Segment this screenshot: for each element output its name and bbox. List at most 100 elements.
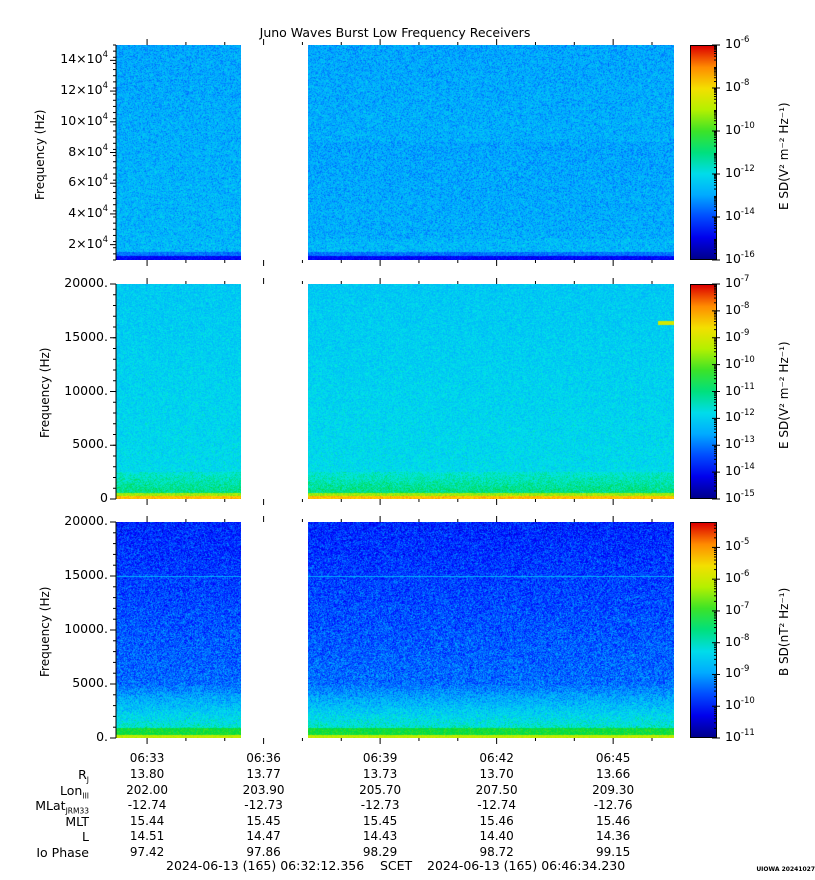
data-gap <box>241 284 308 499</box>
y-tick-label: 0. <box>96 729 108 744</box>
ephemeris-value: 202.00 <box>126 782 169 797</box>
y-tick-label: 12×104 <box>60 81 108 98</box>
institution-stamp: UIOWA 20241027 <box>756 866 815 873</box>
ephemeris-value: 14.36 <box>595 829 631 843</box>
ephemeris-value: -12.74 <box>477 798 516 812</box>
y-tick-label: 10000. <box>64 382 108 398</box>
ephemeris-value: -12.76 <box>593 798 633 812</box>
scet-label: SCET <box>380 858 413 873</box>
spectrogram-low-b <box>116 522 674 738</box>
ephemeris-value: 14.51 <box>129 829 165 843</box>
colorbar-tick-label: 10-10 <box>725 354 755 371</box>
colorbar <box>690 45 717 260</box>
ephemeris-value: 205.70 <box>359 782 402 797</box>
colorbar-tick-label: 10-12 <box>725 408 755 425</box>
colorbar-tick-label: 10-5 <box>725 537 750 554</box>
colorbar-tick-label: 10-14 <box>725 462 755 479</box>
ephemeris-value: 13.66 <box>595 767 631 781</box>
y-tick-label: 20000. <box>64 275 108 290</box>
colorbar-tick-label: 10-12 <box>725 164 755 181</box>
colorbar-label: B SD(nT² Hz⁻¹) <box>777 587 791 676</box>
colorbar-tick-label: 10-11 <box>725 728 755 745</box>
ephemeris-label: MLatJRM33 <box>35 798 89 816</box>
ephemeris-value: 99.15 <box>595 844 631 859</box>
data-gap <box>241 45 308 260</box>
y-tick-label: 10×104 <box>60 111 108 128</box>
ephemeris-value: 15.46 <box>595 813 631 828</box>
colorbar-label: E SD(V² m⁻² Hz⁻¹) <box>777 102 791 210</box>
y-tick-label: 10000. <box>64 621 108 636</box>
y-tick-label: 14×104 <box>60 50 108 67</box>
colorbar-tick-label: 10-13 <box>725 435 755 452</box>
scet-end: 2024-06-13 (165) 06:46:34.230 <box>427 858 626 873</box>
time-label: 06:33 <box>129 751 165 765</box>
ephemeris-label: RJ <box>78 767 89 785</box>
ephemeris-value: 97.42 <box>129 844 165 859</box>
y-tick-label: 5000. <box>72 675 108 690</box>
scet-start: 2024-06-13 (165) 06:32:12.356 <box>166 858 365 873</box>
ephemeris-value: 209.30 <box>592 782 635 797</box>
ephemeris-value: 15.45 <box>362 813 398 828</box>
ephemeris-value: 15.46 <box>479 813 514 828</box>
y-tick-label: 0 <box>100 490 108 505</box>
ephemeris-label: LonIII <box>60 782 89 801</box>
colorbar-tick-label: 10-6 <box>725 569 750 586</box>
colorbar-tick-label: 10-16 <box>725 250 755 267</box>
colorbar-tick-label: 10-7 <box>725 600 750 618</box>
time-label: 06:42 <box>479 751 514 765</box>
ephemeris-value: 15.44 <box>129 813 165 828</box>
colorbar-tick-label: 10-11 <box>725 381 755 398</box>
ephemeris-value: 14.43 <box>362 829 398 843</box>
time-label: 06:36 <box>246 751 281 765</box>
colorbar-label: E SD(V² m⁻² Hz⁻¹) <box>777 341 791 449</box>
ephemeris-value: 13.73 <box>362 767 398 781</box>
ephemeris-value: 14.40 <box>479 829 514 843</box>
ephemeris-label: Io Phase <box>36 844 89 860</box>
y-axis-label: Frequency (Hz) <box>38 586 52 678</box>
colorbar-tick-label: 10-6 <box>725 35 750 52</box>
colorbar-tick-label: 10-15 <box>725 489 755 506</box>
y-axis-label: Frequency (Hz) <box>38 347 52 439</box>
ephemeris-value: -12.74 <box>127 798 167 812</box>
colorbar-tick-label: 10-8 <box>725 632 750 649</box>
colorbar-tick-label: 10-8 <box>725 78 750 95</box>
y-tick-label: 4×104 <box>68 203 108 221</box>
ephemeris-value: 15.45 <box>246 813 281 828</box>
colorbar-tick-label: 10-7 <box>725 274 750 291</box>
data-gap <box>241 522 308 738</box>
ephemeris-value: 203.90 <box>242 782 285 797</box>
ephemeris-value: 97.86 <box>246 844 281 859</box>
colorbar-tick-label: 10-14 <box>725 207 755 224</box>
y-tick-label: 5000. <box>72 436 108 452</box>
y-tick-label: 20000. <box>64 513 108 528</box>
colorbar <box>690 522 717 738</box>
colorbar-tick-label: 10-10 <box>725 696 755 713</box>
ephemeris-value: 13.70 <box>479 767 514 781</box>
colorbar-tick-label: 10-8 <box>725 300 750 318</box>
ephemeris-label: MLT <box>65 813 89 829</box>
spectrogram-low-e <box>116 284 674 499</box>
y-tick-label: 8×104 <box>68 142 108 159</box>
y-tick-label: 15000. <box>64 567 108 582</box>
ephemeris-value: 98.72 <box>479 844 514 859</box>
ephemeris-value: 98.29 <box>362 844 398 859</box>
chart-title: Juno Waves Burst Low Frequency Receivers <box>259 25 531 40</box>
ephemeris-value: 14.47 <box>246 829 281 843</box>
colorbar <box>690 284 717 499</box>
colorbar-tick-label: 10-9 <box>725 664 750 681</box>
time-label: 06:45 <box>595 751 631 765</box>
y-axis-label: Frequency (Hz) <box>33 109 47 201</box>
ephemeris-value: -12.73 <box>244 798 283 812</box>
y-tick-label: 2×104 <box>68 234 108 251</box>
spectrogram-high-e <box>116 45 674 260</box>
colorbar-tick-label: 10-10 <box>725 121 755 138</box>
ephemeris-value: 207.50 <box>475 782 518 797</box>
ephemeris-value: 13.80 <box>129 767 165 781</box>
y-tick-label: 15000. <box>64 328 108 344</box>
ephemeris-value: -12.73 <box>360 798 400 812</box>
ephemeris-value: 13.77 <box>246 767 281 781</box>
y-tick-label: 6×104 <box>68 173 108 190</box>
time-label: 06:39 <box>362 751 398 765</box>
ephemeris-label: L <box>82 829 89 844</box>
colorbar-tick-label: 10-9 <box>725 327 750 344</box>
